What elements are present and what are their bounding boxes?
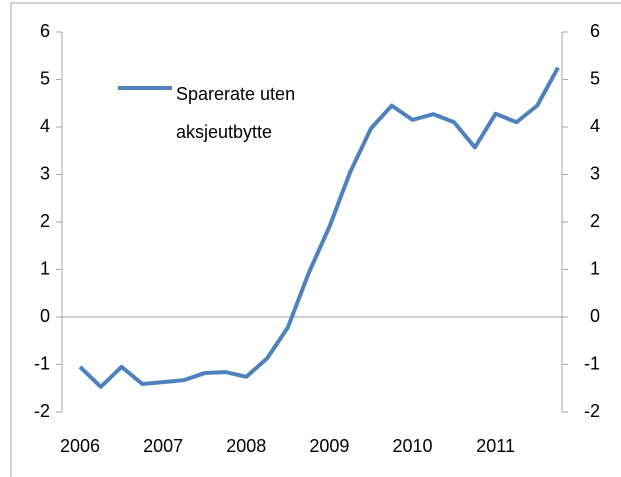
y2-tick-label: 6 xyxy=(590,21,600,41)
y2-tick-label: 2 xyxy=(590,211,600,231)
y-tick-label: -1 xyxy=(34,353,50,373)
y-tick-label: 2 xyxy=(40,211,50,231)
series-line xyxy=(78,66,560,389)
x-tick-label: 2008 xyxy=(226,436,266,456)
x-tick-label: 2007 xyxy=(143,436,183,456)
frame xyxy=(10,2,621,477)
y-tick-label: 1 xyxy=(40,258,50,278)
y2-tick-label: 3 xyxy=(590,163,600,183)
y-tick-label: 0 xyxy=(40,306,50,326)
y2-tick-label: 5 xyxy=(590,68,600,88)
y2-tick-label: -2 xyxy=(584,401,600,421)
y2-tick-label: 4 xyxy=(590,116,600,136)
x-tick-label: 2006 xyxy=(60,436,100,456)
y2-tick-label: 0 xyxy=(590,306,600,326)
x-tick-label: 2009 xyxy=(309,436,349,456)
y2-tick-label: -1 xyxy=(584,353,600,373)
y2-tick-label: 1 xyxy=(590,258,600,278)
y-tick-label: -2 xyxy=(34,401,50,421)
x-tick-label: 2011 xyxy=(476,436,515,456)
y-tick-label: 5 xyxy=(40,68,50,88)
y-tick-label: 4 xyxy=(40,116,50,136)
y-tick-label: 6 xyxy=(40,21,50,41)
y-tick-label: 3 xyxy=(40,163,50,183)
legend-label: Sparerate uten aksjeutbytte xyxy=(176,84,296,142)
x-tick-label: 2010 xyxy=(392,436,432,456)
